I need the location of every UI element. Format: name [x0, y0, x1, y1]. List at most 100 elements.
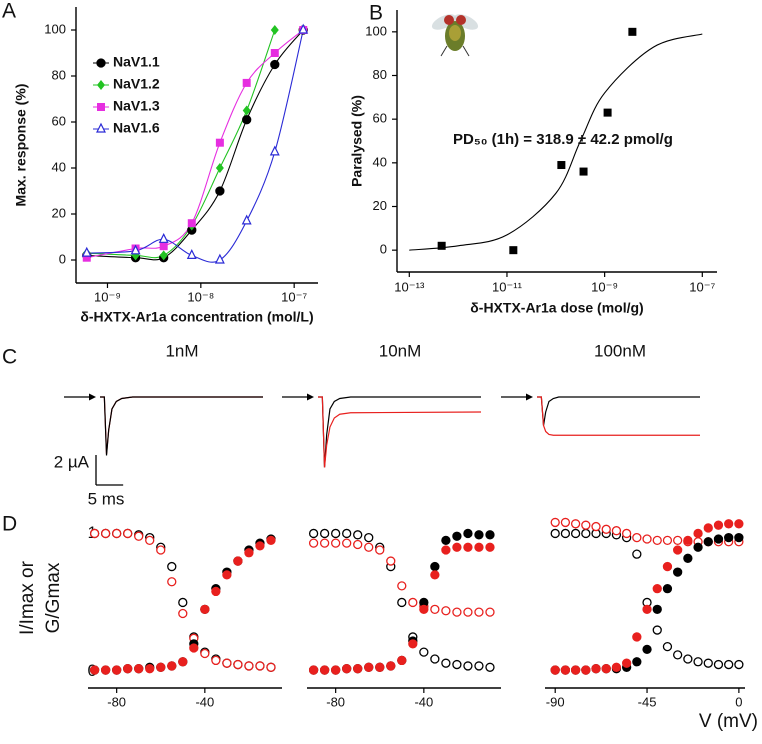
data-point [430, 604, 440, 614]
stimulus-arrowhead [526, 393, 533, 401]
legend-marker [97, 103, 105, 111]
data-point [215, 186, 225, 196]
data-point [308, 538, 319, 548]
data-point [112, 665, 122, 675]
legend-label: NaV1.6 [113, 120, 160, 136]
data-point [611, 526, 622, 536]
series-line [86, 29, 304, 259]
y-tick-label: 100 [365, 23, 387, 38]
data-point [241, 214, 252, 225]
data-point [353, 664, 363, 674]
data-point [601, 664, 611, 674]
y-tick-label: 60 [373, 111, 387, 126]
data-point [441, 658, 451, 668]
data-point [601, 524, 611, 534]
x-tick-label: 10⁻¹³ [394, 279, 425, 294]
data-point [81, 246, 92, 257]
data-point [673, 545, 683, 555]
data-point [474, 607, 484, 617]
data-point [364, 662, 374, 672]
x-tick-label: -80 [326, 694, 345, 709]
data-point [178, 608, 188, 619]
data-point [693, 542, 703, 552]
x-tick-label: -45 [638, 694, 657, 709]
data-point [134, 664, 144, 674]
data-point [375, 545, 385, 555]
data-point [408, 597, 418, 608]
data-point [437, 241, 446, 250]
data-point [364, 532, 374, 543]
x-tick-label: 10⁻⁹ [94, 289, 121, 304]
data-point [319, 538, 330, 548]
data-point [211, 655, 221, 666]
data-point [485, 607, 495, 617]
legend-label: NaV1.3 [113, 98, 160, 114]
data-point [662, 561, 673, 572]
data-point [441, 535, 451, 546]
data-point [463, 661, 473, 671]
panel-title: 1nM [165, 341, 198, 360]
data-point [134, 531, 144, 541]
panel-title: 10nM [379, 341, 422, 360]
x-tick-label: -80 [107, 694, 126, 709]
data-point [683, 535, 693, 546]
data-point [255, 541, 265, 551]
data-point [167, 561, 177, 572]
data-point [342, 528, 352, 539]
data-point [452, 659, 462, 670]
data-point [353, 530, 363, 540]
data-point [386, 556, 396, 566]
data-point [364, 542, 374, 552]
data-point [642, 644, 652, 655]
x-tick-label: 10⁻⁷ [281, 289, 307, 304]
data-point [214, 253, 225, 264]
current-trace [318, 396, 481, 468]
legend-marker [97, 80, 105, 90]
data-point [611, 662, 622, 672]
data-point [145, 535, 155, 546]
data-point [673, 650, 683, 660]
data-point [452, 542, 462, 552]
data-point [342, 664, 352, 674]
y-tick-label: 20 [52, 205, 66, 220]
legend-label: NaV1.1 [113, 54, 160, 70]
x-tick-label: 10⁻⁷ [689, 279, 715, 294]
data-point [331, 665, 341, 675]
data-point [560, 517, 571, 528]
x-tick-label: 10⁻⁸ [187, 289, 214, 304]
data-point [269, 145, 280, 156]
data-point [123, 664, 133, 674]
panel: D-80-4001I/Imax orG/Gmax [2, 513, 282, 709]
data-point [308, 528, 319, 539]
y-tick-label: 0 [380, 242, 387, 257]
data-point [156, 662, 166, 672]
data-point [342, 538, 352, 548]
panel: C 1nM 2 µA 5 ms [2, 341, 263, 508]
panel-title: 100nM [594, 341, 646, 360]
data-point [642, 604, 652, 614]
data-point [452, 531, 462, 541]
data-point [244, 661, 254, 671]
data-point [331, 528, 341, 539]
data-point [233, 659, 243, 670]
data-point [158, 232, 169, 243]
data-point [353, 539, 363, 550]
data-point [485, 530, 495, 540]
current-trace [537, 396, 700, 436]
data-point [632, 657, 642, 667]
data-point [319, 528, 330, 539]
data-point [112, 528, 122, 539]
data-point [419, 604, 429, 614]
panel: -80 -40 [307, 687, 501, 709]
data-point [550, 665, 560, 675]
data-point [298, 23, 309, 34]
data-point [474, 661, 484, 671]
data-point [463, 607, 473, 617]
legend-label: NaV1.2 [113, 76, 160, 92]
x-tick-label: -90 [546, 694, 565, 709]
data-point [485, 542, 495, 552]
data-point [628, 27, 637, 36]
x-axis-label: V (mV) [699, 711, 758, 732]
x-tick-label: 0 [735, 694, 742, 709]
